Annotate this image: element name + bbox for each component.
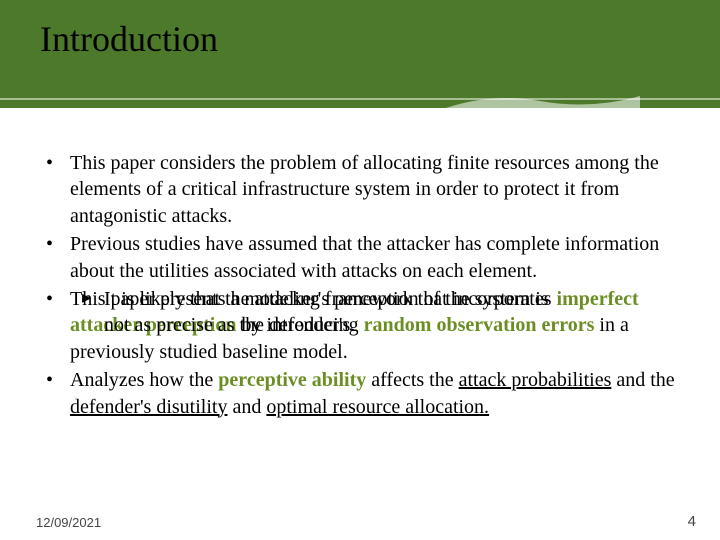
bullet-2: Previous studies have assumed that the a… [36,231,684,284]
bullet-3-overlay-a: It is likely that the attacker's percept… [104,288,549,310]
bullet-3-overlay-b: not as precise as the defender's. [104,314,355,336]
header-banner: Introduction [0,0,720,108]
bullet-3-overlay: It is likely that the attacker's percept… [70,286,690,339]
bullet-4-defender: defender's disutility [70,396,227,418]
bullet-4-text-a: Analyzes how the [70,369,218,391]
footer-date: 12/09/2021 [36,515,101,530]
bullet-4-text-c: and the [611,369,674,391]
bullet-4-text-b: affects the [366,369,458,391]
header-accent [0,88,720,108]
bullet-4-text-d: and [227,396,266,418]
bullet-list: This paper considers the problem of allo… [36,150,684,420]
bullet-2-text: Previous studies have assumed that the a… [70,233,659,281]
content-area: This paper considers the problem of allo… [0,108,720,420]
slide-title: Introduction [40,18,218,60]
bullet-4-optimal: optimal resource allocation. [266,396,489,418]
bullet-4: Analyzes how the perceptive ability affe… [36,367,684,420]
bullet-4-attack: attack probabilities [459,369,612,391]
bullet-4-perceptive: perceptive ability [218,369,366,391]
header-accent-curve [440,92,640,108]
bullet-3: This paper presents a modeling framework… [36,286,684,365]
footer-page-number: 4 [688,513,696,530]
bullet-1: This paper considers the problem of allo… [36,150,684,229]
bullet-1-text: This paper considers the problem of allo… [70,152,659,227]
